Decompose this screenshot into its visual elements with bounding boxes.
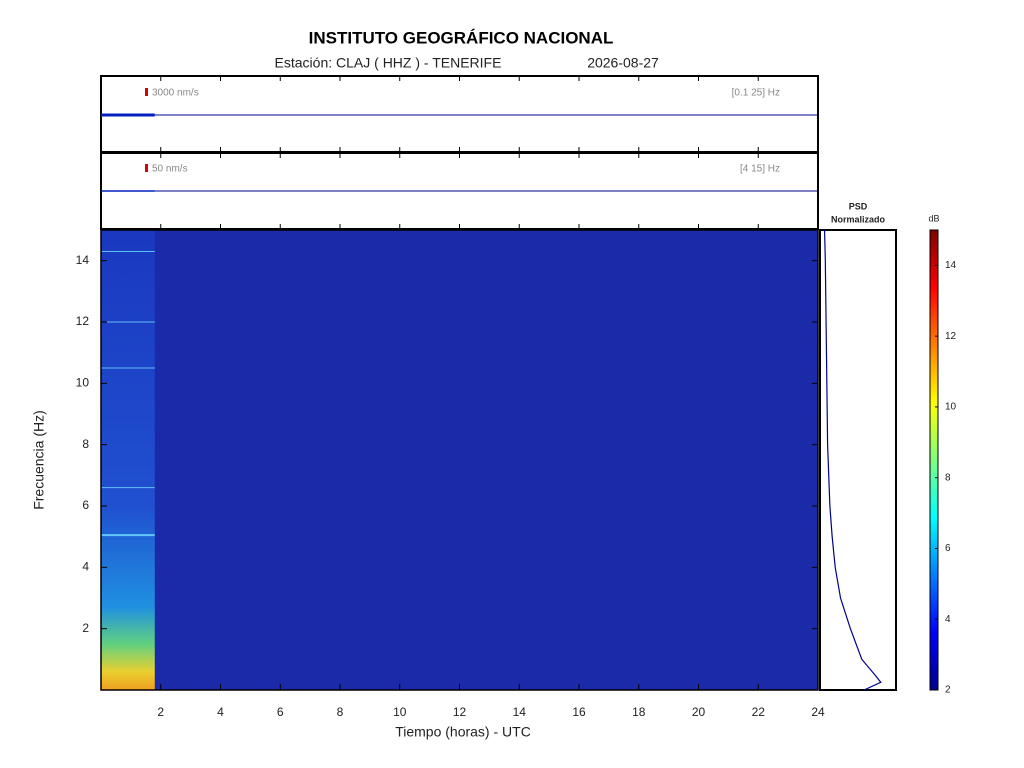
colorbar-tick-label: 8: [945, 472, 951, 483]
y-axis-label: Frecuencia (Hz): [31, 410, 47, 510]
x-tick-label: 6: [277, 705, 284, 719]
colorbar-tick-label: 2: [945, 685, 951, 696]
y-tick-label: 4: [82, 560, 89, 574]
station: Estación: CLAJ ( HHZ ) - TENERIFE: [275, 55, 502, 71]
x-tick-label: 8: [337, 705, 344, 719]
x-tick-label: 22: [752, 705, 766, 719]
x-tick-label: 2: [157, 705, 164, 719]
x-tick-label: 18: [632, 705, 646, 719]
y-tick-label: 12: [76, 314, 90, 328]
colorbar-tick-label: 4: [945, 614, 951, 625]
x-tick-label: 12: [453, 705, 467, 719]
trace-band: [0.1 25] Hz: [732, 88, 780, 99]
x-tick-label: 10: [393, 705, 407, 719]
x-tick-label: 4: [217, 705, 224, 719]
y-tick-label: 8: [82, 437, 89, 451]
x-tick-label: 20: [692, 705, 706, 719]
colorbar: [929, 229, 939, 691]
colorbar-tick-label: 14: [945, 260, 957, 271]
trace-scale: 50 nm/s: [152, 164, 188, 175]
trace-scale: 3000 nm/s: [152, 88, 199, 99]
x-tick-label: 24: [811, 705, 825, 719]
spectrogram-background: [101, 230, 818, 690]
x-tick-label: 16: [572, 705, 586, 719]
trace-panel: [100, 75, 819, 153]
y-tick-label: 2: [82, 621, 89, 635]
title: INSTITUTO GEOGRÁFICO NACIONAL: [309, 28, 614, 47]
spectrogram-data: [101, 230, 155, 690]
psd-panel: [819, 229, 897, 691]
y-tick-label: 10: [76, 376, 90, 390]
x-tick-label: 14: [513, 705, 527, 719]
x-axis-label: Tiempo (horas) - UTC: [395, 724, 531, 740]
colorbar-tick-label: 10: [945, 402, 957, 413]
y-tick-label: 14: [76, 253, 90, 267]
psd-curve: [823, 229, 882, 691]
colorbar-label: dB: [928, 213, 939, 223]
trace-band: [4 15] Hz: [740, 164, 780, 175]
psd-title: Normalizado: [831, 214, 886, 224]
colorbar-tick-label: 6: [945, 543, 951, 554]
psd-title: PSD: [849, 201, 868, 211]
colorbar-tick-label: 12: [945, 331, 957, 342]
scale-bar: [145, 164, 148, 172]
y-tick-label: 6: [82, 498, 89, 512]
date: 2026-08-27: [587, 55, 659, 71]
scale-bar: [145, 88, 148, 96]
